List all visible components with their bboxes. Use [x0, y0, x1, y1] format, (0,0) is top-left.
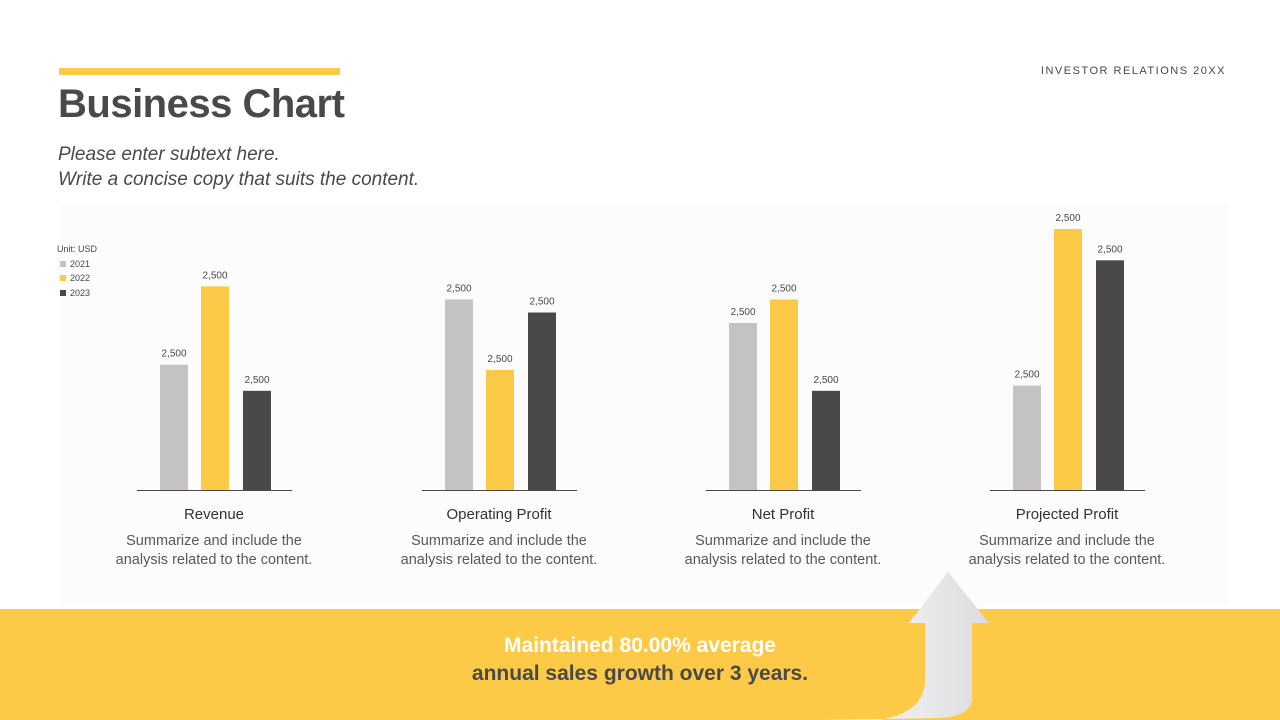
subtitle: Please enter subtext here. Write a conci…	[58, 142, 419, 192]
data-label: 2,500	[771, 283, 796, 294]
data-label: 2,500	[529, 297, 554, 308]
data-label: 2,500	[487, 354, 512, 365]
category-description: Summarize and include the analysis relat…	[968, 533, 1166, 568]
bar-2021	[160, 364, 188, 490]
legend-item: 2022	[57, 271, 97, 286]
bar-2021	[445, 299, 473, 490]
summary-banner	[0, 609, 1280, 720]
category-label: Projected Profit	[1015, 506, 1119, 523]
legend-label: 2022	[70, 273, 91, 283]
legend-item: 2023	[57, 286, 97, 301]
data-label: 2,500	[813, 375, 838, 386]
category-label: Revenue	[183, 506, 245, 523]
data-label: 2,500	[161, 349, 186, 360]
bar-2022	[486, 369, 514, 490]
data-label: 2,500	[1055, 213, 1080, 224]
data-label: 2,500	[244, 375, 269, 386]
legend-swatch	[60, 289, 66, 296]
category-label: Operating Profit	[446, 506, 552, 523]
legend-swatch	[60, 260, 66, 267]
title-accent-bar	[59, 68, 340, 75]
subtitle-line-1: Please enter subtext here.	[58, 144, 280, 165]
data-label: 2,500	[730, 307, 755, 318]
bar-2021	[729, 322, 757, 490]
bar-2022	[1054, 229, 1082, 490]
legend-item: 2021	[57, 257, 97, 272]
header-tag: INVESTOR RELATIONS 20XX	[1040, 65, 1226, 77]
bar-2023	[812, 390, 840, 490]
subtitle-line-2: Write a concise copy that suits the cont…	[58, 169, 420, 190]
bar-2023	[1096, 260, 1124, 490]
legend-label: 2023	[70, 287, 91, 298]
bar-2022	[770, 299, 798, 490]
category-description: Summarize and include the analysis relat…	[684, 533, 882, 568]
category-label: Net Profit	[751, 506, 815, 523]
data-label: 2,500	[202, 270, 227, 281]
bar-2023	[243, 390, 271, 490]
banner-line-1: Maintained 80.00% average	[504, 634, 776, 657]
legend-swatch	[60, 275, 66, 281]
bar-2023	[528, 312, 556, 490]
category-description: Summarize and include the analysis relat…	[400, 533, 598, 568]
data-label: 2,500	[1097, 244, 1122, 255]
bar-2022	[201, 286, 229, 490]
page-title: Business Chart	[58, 82, 345, 126]
legend: Unit: USD 2021 2022 2023	[57, 242, 97, 300]
unit-label: Unit: USD	[57, 244, 98, 254]
legend-label: 2021	[70, 258, 91, 269]
bar-2021	[1013, 385, 1041, 490]
data-label: 2,500	[1014, 370, 1039, 381]
banner-line-2: annual sales growth over 3 years.	[471, 662, 809, 685]
data-label: 2,500	[446, 283, 471, 294]
category-description: Summarize and include the analysis relat…	[115, 533, 313, 568]
